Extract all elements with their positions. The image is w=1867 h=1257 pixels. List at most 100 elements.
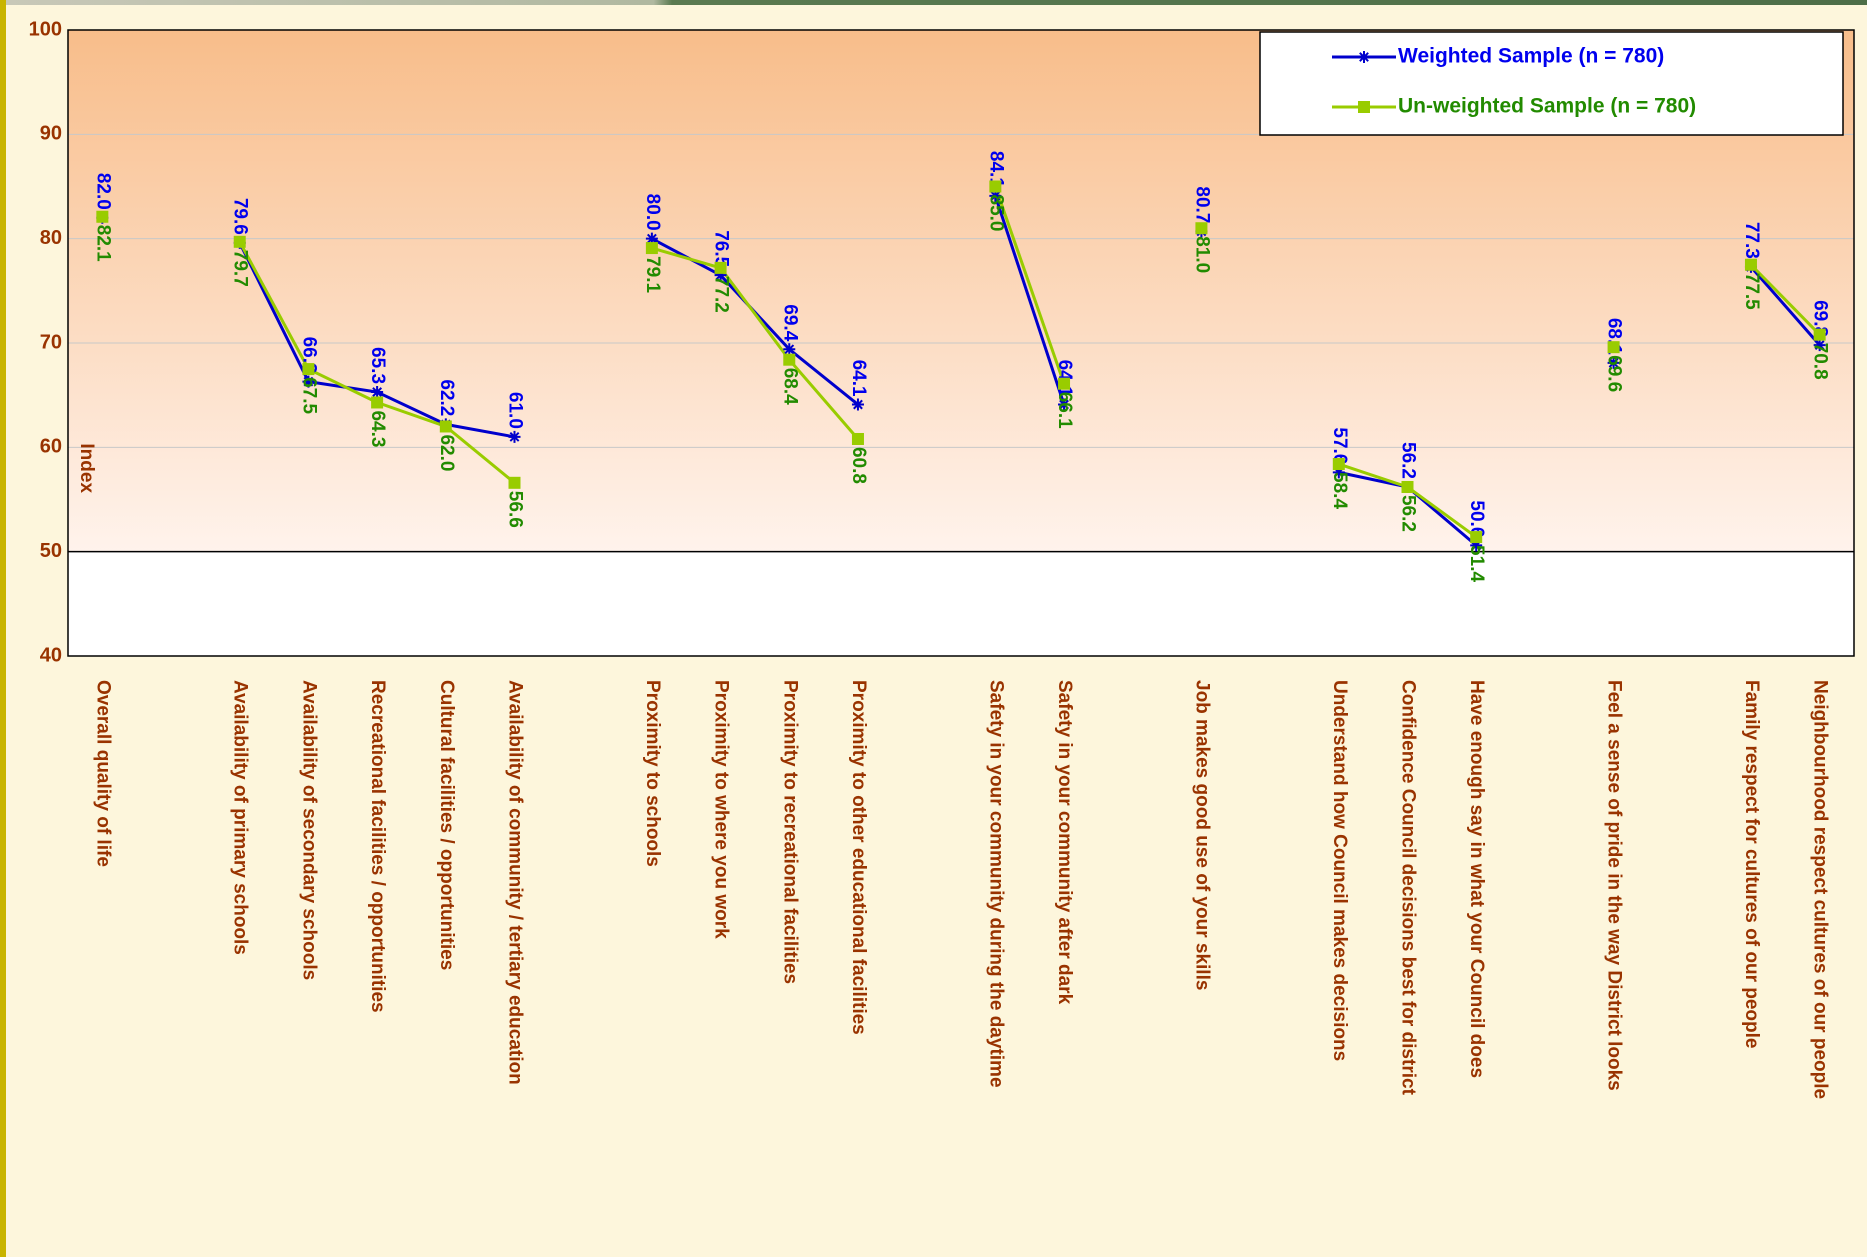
data-label: 56.2 [1397,495,1418,532]
data-label: 81.0 [1191,236,1212,273]
y-tick-label: 40 [40,644,62,666]
marker [371,396,384,409]
marker [508,430,521,443]
x-tick-label: Safety in your community after dark [1054,680,1075,1005]
x-tick-label: Neighbourhood respect cultures of our pe… [1810,680,1831,1099]
data-label: 77.2 [711,276,732,313]
data-label: 56.6 [504,491,525,528]
top-bar [0,0,1867,5]
marker [1470,531,1483,544]
marker [302,363,315,376]
x-tick-label: Proximity to recreational facilities [779,680,800,984]
data-label: 70.8 [1810,343,1831,380]
marker [302,375,315,388]
plot-border [67,29,1855,657]
y-tick-label: 100 [29,18,62,40]
x-tick-label: Overall quality of life [92,680,113,867]
data-label: 82.0 [92,173,113,210]
data-label: 85.0 [985,195,1006,232]
x-tick-label: Recreational facilities / opportunities [367,680,388,1013]
y-tick-label: 80 [40,227,62,249]
x-tick-label: Proximity to schools [642,680,663,867]
marker [1401,480,1414,493]
marker [1058,377,1071,390]
y-tick-label: 90 [40,123,62,145]
marker [989,180,1002,193]
data-label: 79.7 [230,250,251,287]
data-label: 69.4 [779,304,800,341]
data-label: 80.0 [642,194,663,231]
x-tick-label: Cultural facilities / opportunities [436,680,457,970]
data-label: 58.4 [1329,472,1350,509]
marker [1813,328,1826,341]
data-label: 66.1 [1054,392,1075,429]
data-label: 60.8 [848,447,869,484]
data-label: 62.0 [436,434,457,471]
data-label: 77.5 [1741,273,1762,310]
marker [1607,341,1620,354]
data-label: 67.5 [298,377,319,414]
data-label: 64.1 [848,360,869,397]
data-label: 76.5 [711,230,732,267]
x-tick-label: Proximity to where you work [711,680,732,939]
data-label: 77.3 [1741,222,1762,259]
legend [1259,31,1844,136]
marker [645,242,658,255]
x-tick-label: Availability of primary schools [230,680,251,955]
marker [851,432,864,445]
marker [508,476,521,489]
marker [371,386,384,399]
x-tick-label: Proximity to other educational facilitie… [848,680,869,1035]
marker [233,235,246,248]
x-tick-label: Availability of secondary schools [298,680,319,980]
legend-label: Weighted Sample (n = 780) [1398,45,1664,68]
marker [783,353,796,366]
x-tick-label: Safety in your community during the dayt… [985,680,1006,1088]
data-label: 62.2 [436,379,457,416]
data-label: 69.8 [1810,300,1831,337]
marker [1358,101,1370,113]
marker [439,420,452,433]
data-label: 64.3 [367,410,388,447]
data-label: 57.6 [1329,427,1350,464]
x-tick-label: Feel a sense of pride in the way Distric… [1604,680,1625,1091]
marker [1744,258,1757,271]
marker [783,343,796,356]
data-label: 80.7 [1191,186,1212,223]
marker [1607,356,1620,369]
data-label: 50.6 [1466,500,1487,537]
marker [714,269,727,282]
marker [1813,339,1826,352]
y-tick-label: 50 [40,540,62,562]
x-tick-label: Understand how Council makes decisions [1329,680,1350,1061]
x-tick-label: Family respect for cultures of our peopl… [1741,680,1762,1048]
legend-label: Un-weighted Sample (n = 780) [1398,95,1696,118]
data-label: 79.1 [642,256,663,293]
data-label: 68.4 [779,368,800,405]
data-label: 61.0 [504,392,525,429]
x-tick-label: Job makes good use of your skills [1191,680,1212,990]
marker [1195,222,1208,235]
marker [851,398,864,411]
marker [1058,398,1071,411]
data-label: 79.6 [230,198,251,235]
data-label: 51.4 [1466,545,1487,582]
data-label: 65.3 [367,347,388,384]
marker [1470,539,1483,552]
marker [989,189,1002,202]
data-label: 69.6 [1604,355,1625,392]
marker [96,210,109,223]
marker [1332,458,1345,471]
data-label: 56.2 [1397,442,1418,479]
marker [645,232,658,245]
data-label: 82.1 [92,225,113,262]
y-tick-label: 60 [40,436,62,458]
data-label: 84.1 [985,151,1006,188]
x-tick-label: Confidence Council decisions best for di… [1397,680,1418,1096]
y-axis-label: Index [76,443,97,493]
y-tick-label: 70 [40,331,62,353]
marker [1332,466,1345,479]
marker [1358,51,1370,63]
